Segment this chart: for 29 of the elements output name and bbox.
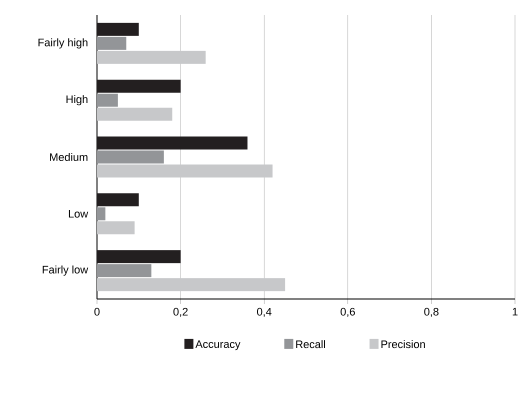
legend-label: Recall bbox=[296, 340, 325, 348]
bar bbox=[97, 80, 181, 93]
bar bbox=[97, 108, 172, 121]
legend-label: Accuracy bbox=[195, 340, 240, 350]
bar bbox=[97, 136, 248, 150]
bar bbox=[97, 150, 164, 164]
bar bbox=[97, 164, 273, 178]
bar bbox=[97, 50, 206, 64]
bar bbox=[97, 94, 118, 107]
bar bbox=[97, 278, 286, 292]
bar bbox=[97, 221, 135, 234]
y-tick-label: Medium bbox=[50, 152, 88, 162]
legend-label: Precision bbox=[381, 340, 425, 348]
y-tick-label: Fairly low bbox=[42, 266, 88, 276]
bar bbox=[97, 207, 106, 220]
x-tick-label: 0,6 bbox=[340, 308, 355, 317]
y-tick-label: High bbox=[66, 95, 88, 106]
x-tick-label: 0 bbox=[94, 308, 100, 316]
x-tick-label: 0,2 bbox=[173, 308, 188, 317]
x-tick-label: 0,8 bbox=[424, 308, 439, 317]
y-tick-label: Fairly high bbox=[38, 38, 88, 48]
bar bbox=[97, 264, 152, 278]
x-tick-label: 1 bbox=[512, 308, 518, 316]
bar bbox=[97, 22, 139, 36]
y-tick-label: Low bbox=[68, 210, 88, 218]
x-tick-label: 0,4 bbox=[257, 308, 272, 317]
bar bbox=[97, 250, 181, 264]
bar bbox=[97, 193, 139, 206]
bar bbox=[97, 36, 126, 50]
